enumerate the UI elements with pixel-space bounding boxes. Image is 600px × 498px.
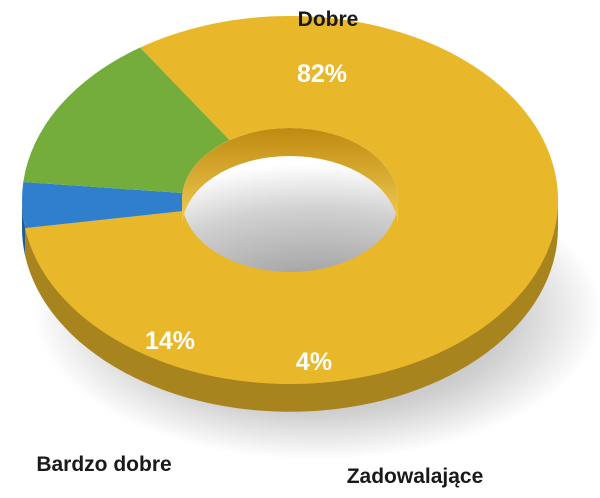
- hole-inner-wall: [182, 128, 398, 228]
- slice-value-label: 14%: [145, 327, 195, 355]
- slice-category-label: Zadowalające: [347, 465, 484, 488]
- slice-Dobre: [25, 16, 559, 385]
- slice-category-label: Dobre: [298, 8, 359, 31]
- slice-Zadowalające: [22, 182, 184, 229]
- slice-side-Zadowalające: [22, 200, 26, 257]
- slice-value-label: 4%: [296, 348, 332, 376]
- slice-category-label: Bardzo dobre: [36, 453, 171, 476]
- ring-top-slices: [22, 16, 559, 385]
- slice-Bardzo dobre: [23, 47, 230, 193]
- slice-value-label: 82%: [297, 60, 347, 88]
